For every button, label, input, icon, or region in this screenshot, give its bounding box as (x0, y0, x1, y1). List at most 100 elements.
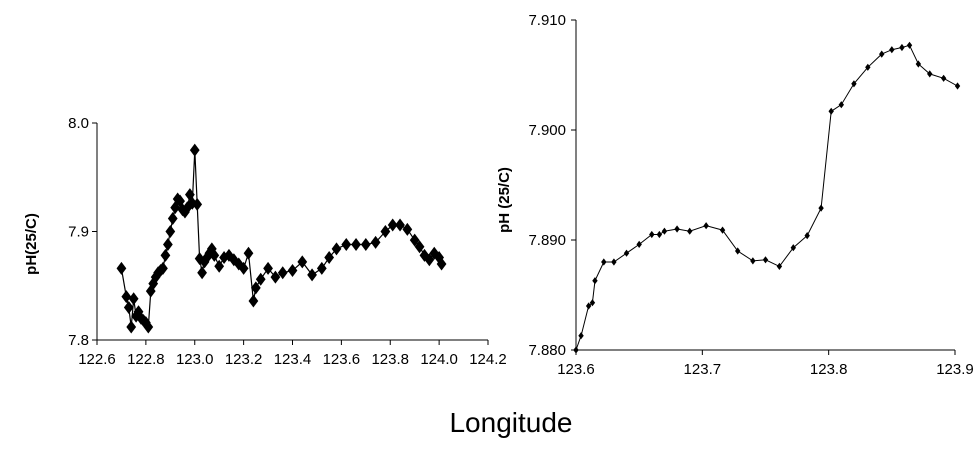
chart-left-y-tick-label: 7.8 (68, 332, 89, 349)
chart-right-data-point (611, 258, 617, 266)
chart-left-data-point (263, 261, 273, 275)
chart-left-x-tick-label: 122.6 (78, 351, 116, 368)
chart-right-y-tick-label: 7.900 (528, 122, 566, 139)
chart-left-data-point (192, 197, 203, 211)
chart-left-data-point (143, 320, 154, 334)
chart-right-data-point (585, 302, 592, 310)
chart-left-data-point (297, 255, 308, 269)
chart-left-data-point (380, 225, 391, 238)
chart-left-data-point (165, 225, 176, 238)
chart-left-data-point (160, 248, 171, 262)
chart-right-data-point (592, 277, 598, 285)
chart-right-data-point (838, 101, 844, 109)
chart-left-x-tick-label: 124.2 (469, 351, 507, 368)
chart-right-series-line (575, 44, 958, 351)
chart-right-data-point (573, 346, 579, 354)
chart-right-data-point (879, 50, 885, 58)
chart-left-data-point (214, 259, 225, 273)
chart-left-data-point (424, 253, 435, 267)
chart-right-x-tick-label: 123.8 (810, 361, 848, 378)
chart-left-y-tick-label: 7.9 (68, 224, 89, 241)
chart-right-data-point (687, 227, 693, 235)
chart-right-data-point (674, 225, 680, 233)
chart-left-x-tick-label: 124.0 (420, 351, 458, 368)
chart-right-data-point (818, 204, 824, 212)
chart-left-data-point (197, 266, 207, 280)
chart-left-data-point (414, 240, 425, 254)
chart-left-series-line (120, 150, 443, 330)
chart-right-data-point (804, 232, 810, 240)
chart-right-data-point (719, 226, 726, 234)
chart-right-data-point (623, 249, 630, 257)
chart-right-x-tick-label: 123.9 (936, 361, 974, 378)
chart-right-data-point (776, 262, 783, 270)
chart-right-data-point (906, 41, 913, 49)
chart-left-data-point (248, 294, 259, 308)
chart-right-data-point (790, 244, 796, 252)
chart-left-data-point (250, 281, 261, 295)
chart-left-data-point (277, 266, 288, 280)
chart-left-data-point (202, 251, 212, 265)
chart-right-data-point (851, 80, 857, 88)
chart-right-data-point (661, 227, 668, 235)
chart-left-data-point (351, 238, 361, 252)
chart-right-y-label: pH (25/C) (496, 167, 513, 233)
chart-left-data-point (287, 264, 298, 278)
chart-right-data-point (927, 70, 933, 78)
chart-left-data-point (324, 251, 335, 265)
chart-left-data-point (121, 290, 132, 304)
chart-right-data-point (750, 257, 756, 265)
chart-right-data-point (735, 247, 741, 255)
chart-left-data-point (436, 257, 447, 271)
chart-right-data-point (940, 74, 947, 82)
chart-left-y-label: pH(25/C) (23, 213, 40, 275)
chart-left-data-point (395, 218, 405, 232)
chart-left-x-tick-label: 123.6 (323, 351, 361, 368)
chart-left-data-point (316, 261, 327, 275)
chart-right-data-point (649, 230, 655, 239)
chart-left-data-point (189, 143, 200, 157)
chart-right-y-tick-label: 7.880 (528, 342, 566, 359)
chart-left-data-point (126, 320, 137, 334)
chart-right-data-point (954, 82, 961, 90)
chart-right-data-point (656, 230, 663, 239)
chart-left-data-point (341, 238, 352, 252)
chart-left-data-point (158, 261, 168, 275)
chart-left-data-point (307, 268, 317, 282)
chart-right-data-point (828, 107, 834, 115)
chart-left-data-point (270, 270, 281, 284)
chart-left-y-tick-label: 8.0 (68, 115, 89, 132)
chart-right-data-point (601, 258, 607, 266)
chart-right-data-point (578, 332, 584, 340)
chart-right-data-point (589, 299, 596, 307)
chart-right-data-point (889, 46, 895, 54)
chart-left-data-point (387, 218, 398, 232)
chart-right-y-tick-label: 7.910 (528, 12, 566, 29)
chart-right-x-tick-label: 123.7 (684, 361, 722, 378)
chart-left-x-tick-label: 123.0 (176, 351, 214, 368)
chart-left-data-point (209, 248, 220, 262)
shared-x-label: Longitude (449, 407, 572, 438)
chart-right-data-point (703, 222, 709, 230)
chart-right: 123.6 123.7 123.8 123.9 7.880 7.890 7.900 7.910… (496, 12, 974, 378)
chart-left-data-point (360, 238, 371, 252)
chart-right-data-point (762, 256, 769, 264)
chart-left-x-tick-label: 123.8 (371, 351, 409, 368)
chart-left-data-point (238, 261, 249, 275)
chart-left-x-tick-label: 122.8 (127, 351, 165, 368)
chart-left-data-point (255, 272, 266, 286)
chart-left-data-point (123, 300, 134, 314)
chart-right-y-tick-label: 7.890 (528, 232, 566, 249)
chart-left-data-point (128, 292, 139, 306)
chart-right-data-point (899, 43, 905, 52)
chart-left-data-point (162, 238, 173, 252)
chart-right-data-point (915, 60, 922, 68)
chart-right-data-point (636, 240, 642, 248)
chart-left-data-point (167, 211, 178, 225)
chart-left-x-tick-label: 123.4 (274, 351, 312, 368)
chart-left: 122.6 122.8 123.0 123.2 123.4 123.6 123.8 124.0… (23, 115, 507, 368)
chart-right-x-tick-label: 123.6 (557, 361, 595, 378)
chart-left-x-tick-label: 123.2 (225, 351, 263, 368)
chart-left-data-point (370, 235, 381, 249)
